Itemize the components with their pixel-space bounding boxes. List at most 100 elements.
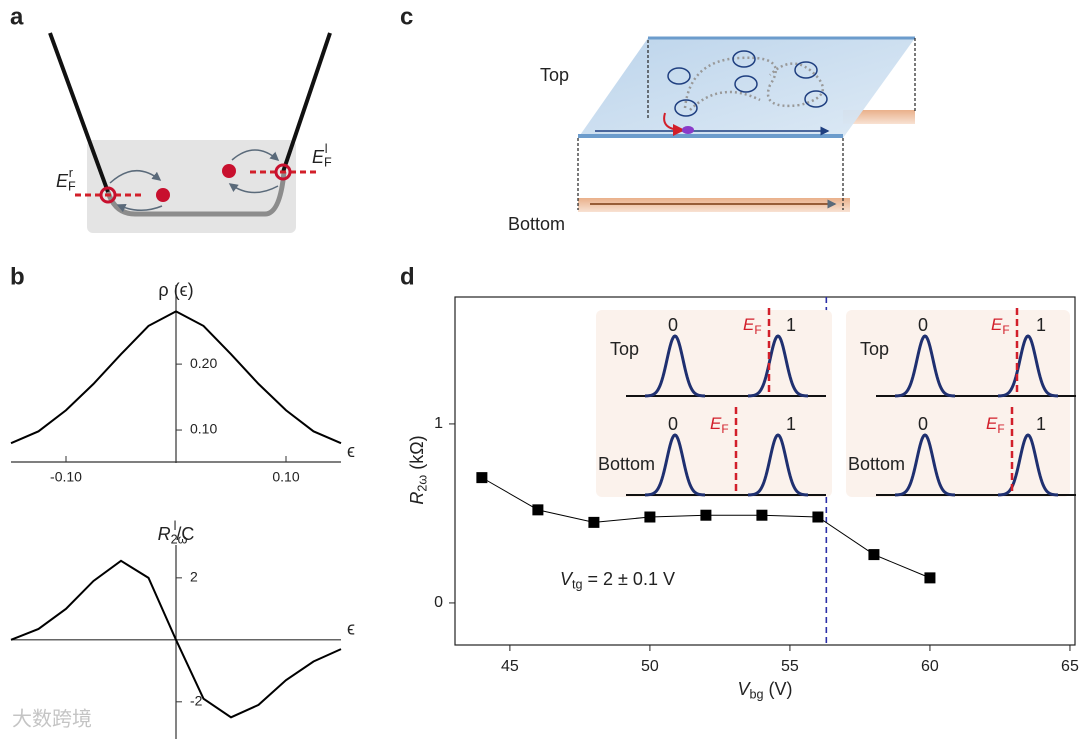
text-part: /C	[176, 524, 194, 544]
level-peak	[997, 433, 1059, 497]
percolation-path	[683, 56, 825, 109]
y-tick-label: 2	[190, 569, 198, 585]
level-label: 0	[668, 414, 678, 434]
electron	[156, 188, 170, 202]
arrow	[116, 204, 163, 213]
text-part: F	[1002, 323, 1009, 337]
y-tick-label: -2	[190, 693, 203, 709]
panel-label: c	[400, 3, 413, 30]
x-tick-label: -0.10	[50, 469, 82, 485]
diagram-a	[48, 32, 332, 233]
data-point	[924, 572, 936, 584]
text-part: F	[721, 422, 728, 436]
hole	[274, 163, 292, 181]
data-point	[588, 516, 600, 528]
x-tick-label: 0.10	[272, 469, 299, 485]
layer-label: Bottom	[598, 454, 655, 474]
diagram-c: Top Bottom	[508, 36, 916, 234]
plot-frame	[454, 296, 1076, 646]
level-peak	[997, 334, 1059, 398]
data-point	[700, 509, 712, 521]
level-peak	[894, 433, 956, 497]
level-peak	[644, 433, 706, 497]
text-part: 2ω	[416, 475, 430, 492]
y-tick-label: 0	[434, 594, 443, 611]
fermi-label: EF	[710, 414, 729, 436]
top-side	[843, 110, 915, 124]
watermark: 大数跨境	[12, 707, 92, 730]
data-point	[644, 511, 656, 523]
text-part: V	[737, 679, 751, 699]
arrow	[231, 149, 280, 161]
text-part: r	[69, 166, 73, 180]
text-part: F	[754, 323, 761, 337]
band-edge	[48, 32, 110, 193]
data-line	[10, 310, 342, 445]
bottom-layer	[578, 198, 850, 212]
electron	[222, 164, 236, 178]
text-part: E	[312, 147, 325, 167]
text-part: l	[174, 519, 177, 533]
text-part: = 2 ± 0.1 V	[583, 569, 675, 589]
text-part: (kΩ)	[407, 435, 427, 474]
text-part: R	[158, 524, 171, 544]
text-part: F	[997, 422, 1004, 436]
inset-box	[846, 310, 1070, 497]
label: EFr	[56, 166, 76, 194]
text-part: F	[324, 156, 332, 170]
annotation: Vtg = 2 ± 0.1 V	[560, 569, 675, 592]
chart: -0.10 0.10 0.10 0.20	[10, 285, 342, 485]
data-point	[532, 504, 544, 516]
text-part: tg	[572, 578, 583, 592]
top-layer	[578, 38, 915, 138]
layer-label: Top	[610, 339, 639, 359]
localized-states	[667, 50, 828, 117]
y-axis-label: R2ω (kΩ)	[407, 435, 430, 504]
x-tick-label: 55	[781, 658, 799, 675]
particle	[682, 126, 694, 134]
band-edge	[281, 32, 332, 173]
y-axis-label: ρ (ϵ)	[158, 280, 193, 300]
text-part: V	[560, 569, 574, 589]
inset: 0 1 Top 0 1 Bottom	[846, 308, 1076, 497]
fermi-label: EF	[743, 315, 762, 337]
level-peak	[894, 334, 956, 398]
text-part: E	[56, 171, 69, 191]
y-axis-label: R2ωl/C	[158, 519, 195, 547]
panel-label: a	[10, 3, 24, 30]
x-tick-label: 60	[921, 658, 939, 675]
layer-label: Top	[860, 339, 889, 359]
level-label: 1	[1036, 414, 1046, 434]
level-peak	[747, 334, 809, 398]
text-part: R	[407, 492, 427, 505]
y-tick-label: 1	[434, 415, 443, 432]
label: EFl	[312, 142, 332, 170]
text-part: bg	[750, 688, 764, 702]
data-line	[10, 559, 342, 719]
level-label: 0	[918, 315, 928, 335]
y-tick-label: 0.10	[190, 421, 217, 437]
level-label: 1	[786, 414, 796, 434]
x-axis-label: ϵ	[347, 441, 355, 461]
band-bottom	[105, 171, 287, 217]
x-axis-label: ϵ	[347, 619, 355, 639]
text-part: E	[710, 414, 722, 433]
level-peak	[747, 433, 809, 497]
level-label: 1	[1036, 315, 1046, 335]
chart: 45 50 55 60 65 0 1	[434, 296, 1079, 675]
panel-label: b	[10, 263, 25, 290]
text-part: F	[68, 180, 76, 194]
layer-label: Bottom	[508, 214, 565, 234]
inset: 0 1 Top 0 1 Bottom	[596, 308, 832, 497]
fermi-label: EF	[991, 315, 1010, 337]
arrow	[228, 183, 279, 194]
text-part: E	[986, 414, 998, 433]
panel-label: d	[400, 263, 415, 290]
data-point	[868, 549, 880, 561]
text-part: 2ω	[171, 533, 188, 547]
data-point	[476, 472, 488, 484]
guides	[577, 38, 916, 210]
level-label: 0	[668, 315, 678, 335]
arrow	[109, 170, 162, 184]
